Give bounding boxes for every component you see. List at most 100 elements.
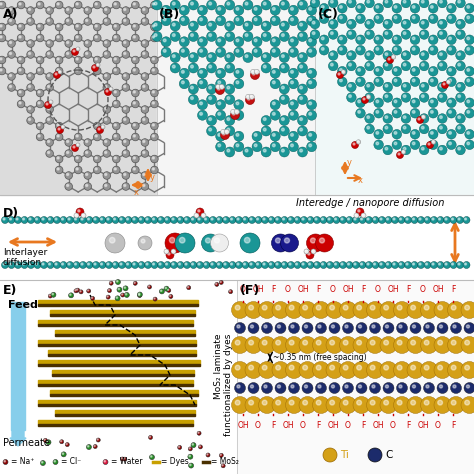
Circle shape — [258, 301, 275, 319]
Circle shape — [458, 84, 461, 87]
Circle shape — [224, 218, 226, 220]
Circle shape — [106, 295, 110, 299]
Circle shape — [330, 64, 333, 66]
Circle shape — [124, 184, 126, 186]
Circle shape — [133, 25, 136, 27]
Circle shape — [366, 362, 383, 379]
Circle shape — [418, 262, 425, 268]
Circle shape — [55, 73, 57, 75]
Bar — [38, 400, 196, 403]
Circle shape — [216, 16, 226, 26]
Circle shape — [428, 3, 438, 13]
Circle shape — [28, 108, 31, 109]
Circle shape — [27, 262, 35, 268]
Circle shape — [105, 41, 107, 44]
Circle shape — [225, 31, 235, 42]
Circle shape — [349, 95, 351, 98]
Circle shape — [383, 114, 392, 123]
Circle shape — [57, 3, 59, 5]
Circle shape — [146, 263, 148, 265]
Circle shape — [133, 157, 136, 159]
Circle shape — [218, 8, 221, 10]
Circle shape — [263, 218, 265, 220]
Circle shape — [438, 114, 447, 123]
Circle shape — [401, 19, 411, 29]
Circle shape — [84, 7, 91, 14]
Circle shape — [421, 64, 424, 66]
Circle shape — [227, 55, 230, 57]
Circle shape — [46, 18, 54, 25]
Circle shape — [326, 362, 343, 379]
Text: = MoS₂: = MoS₂ — [211, 457, 239, 466]
Circle shape — [122, 150, 130, 157]
Circle shape — [346, 30, 356, 39]
Circle shape — [36, 133, 44, 141]
Circle shape — [467, 47, 470, 50]
Circle shape — [133, 36, 136, 38]
Circle shape — [279, 21, 289, 31]
Circle shape — [282, 97, 284, 100]
Circle shape — [247, 98, 250, 100]
Circle shape — [165, 263, 167, 265]
Circle shape — [330, 305, 335, 310]
Circle shape — [93, 1, 101, 9]
Circle shape — [412, 263, 414, 265]
Circle shape — [93, 122, 101, 130]
Circle shape — [105, 52, 107, 55]
Circle shape — [138, 217, 145, 224]
Circle shape — [252, 131, 262, 141]
Circle shape — [65, 443, 69, 447]
Circle shape — [274, 217, 282, 224]
Circle shape — [42, 462, 43, 463]
Circle shape — [270, 142, 280, 152]
Circle shape — [300, 2, 302, 5]
Bar — [55, 334, 195, 336]
Circle shape — [179, 79, 189, 89]
Circle shape — [411, 217, 418, 224]
Circle shape — [164, 286, 169, 291]
Circle shape — [86, 52, 88, 55]
Circle shape — [77, 48, 78, 49]
Circle shape — [424, 305, 429, 310]
Circle shape — [149, 455, 155, 460]
Circle shape — [401, 114, 411, 123]
Bar — [55, 413, 195, 416]
Circle shape — [188, 447, 192, 451]
Circle shape — [172, 263, 174, 265]
Circle shape — [139, 218, 142, 220]
Text: OH: OH — [432, 285, 444, 294]
Circle shape — [310, 238, 316, 243]
Circle shape — [27, 117, 35, 124]
Circle shape — [218, 88, 220, 90]
Bar — [38, 380, 193, 383]
Circle shape — [376, 37, 379, 40]
Circle shape — [49, 100, 53, 104]
Circle shape — [385, 84, 388, 87]
Circle shape — [316, 234, 334, 252]
Circle shape — [458, 0, 461, 3]
Circle shape — [343, 383, 354, 393]
Circle shape — [279, 0, 289, 10]
Circle shape — [210, 262, 217, 268]
Circle shape — [209, 86, 211, 89]
Circle shape — [346, 262, 353, 268]
Circle shape — [74, 67, 82, 75]
Circle shape — [237, 385, 240, 388]
Circle shape — [330, 53, 333, 55]
Circle shape — [0, 1, 6, 9]
Circle shape — [8, 51, 15, 58]
Circle shape — [143, 140, 145, 143]
Circle shape — [143, 19, 145, 21]
Circle shape — [170, 31, 180, 42]
Circle shape — [264, 128, 266, 131]
Circle shape — [159, 263, 161, 265]
Circle shape — [143, 85, 145, 88]
Circle shape — [458, 126, 461, 129]
Circle shape — [379, 262, 385, 268]
Circle shape — [210, 234, 228, 252]
Circle shape — [450, 322, 462, 334]
Circle shape — [234, 5, 244, 15]
Circle shape — [93, 155, 101, 163]
Bar — [48, 350, 196, 354]
Circle shape — [261, 116, 271, 126]
